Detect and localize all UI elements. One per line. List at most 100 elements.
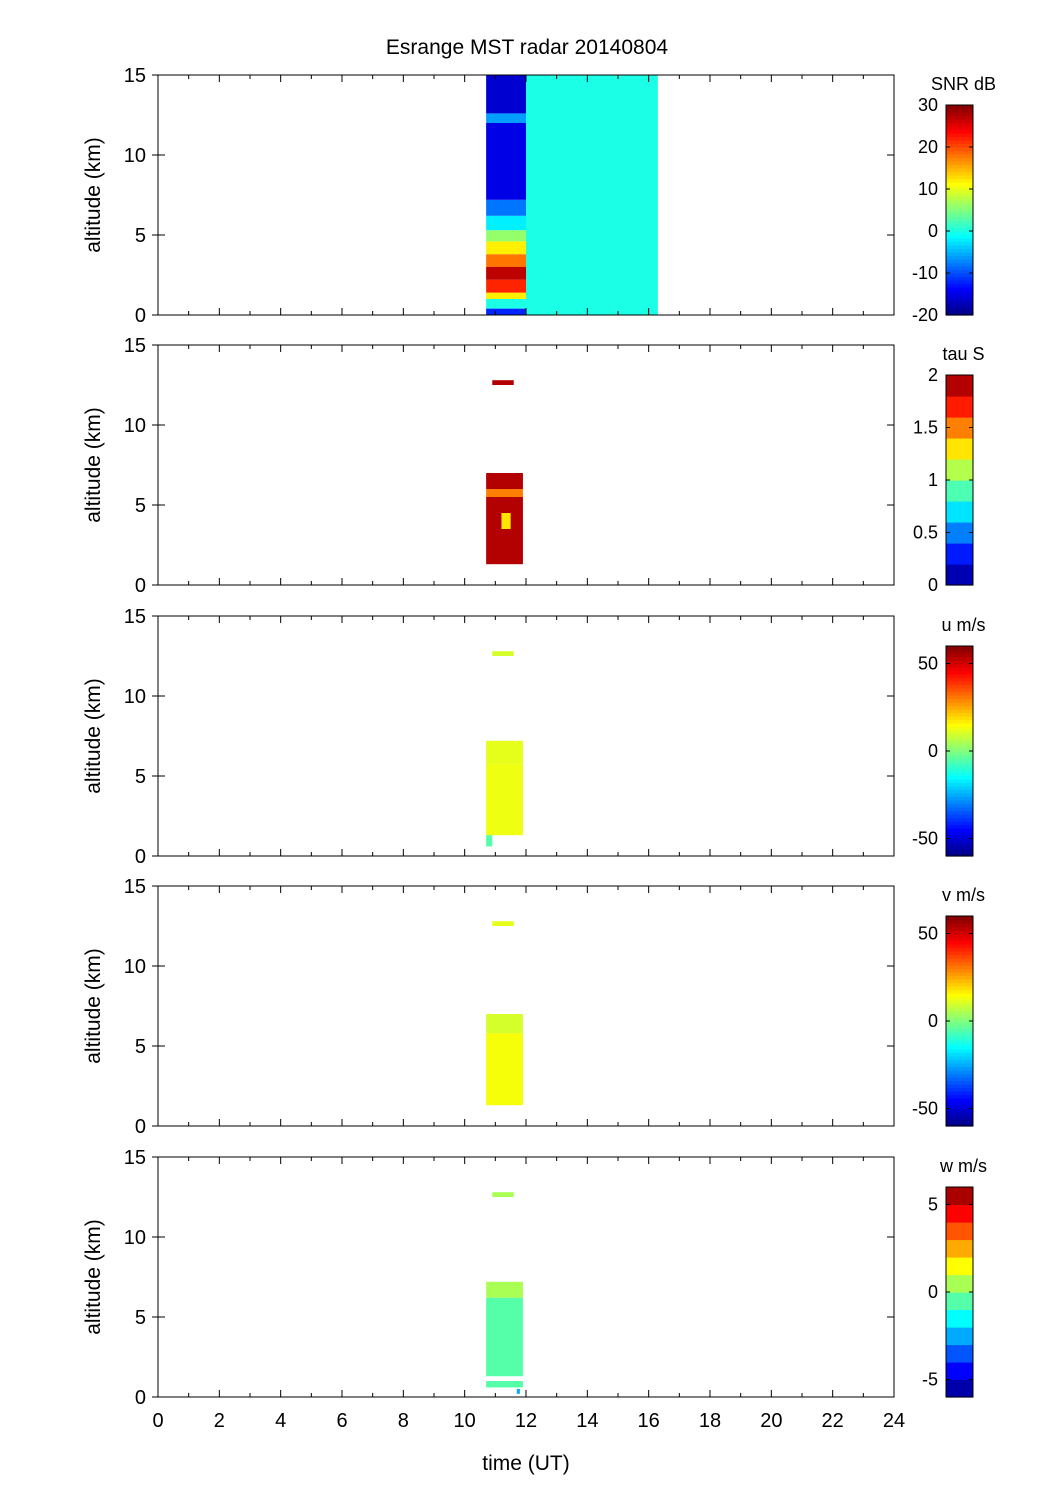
colorbar-segment [946,375,973,397]
x-tick-label: 16 [638,1410,660,1432]
colorbar-tick-label: -10 [912,263,938,283]
heatmap-cell [486,1381,523,1388]
y-tick-label: 0 [135,575,146,597]
heatmap-cell [486,835,493,847]
colorbar-tick-label: -50 [912,829,938,849]
heatmap-cell [526,75,658,315]
colorbar-segment [946,646,973,651]
colorbar-segment [946,262,973,267]
colorbar-segment [946,852,973,857]
colorbar-segment [946,1257,973,1276]
colorbar-segment [946,1024,973,1029]
colorbar-segment [946,726,973,731]
colorbar-segment [946,1021,973,1026]
colorbar-segment [946,168,973,173]
colorbar-segment [946,185,973,190]
colorbar-segment [946,154,973,159]
colorbar-segment [946,1112,973,1117]
y-tick-label: 10 [124,956,146,978]
colorbar-tick-label: 30 [918,95,938,115]
colorbar-segment [946,961,973,966]
colorbar-segment [946,975,973,980]
axes-frame [157,344,895,586]
colorbar-segment [946,828,973,833]
colorbar-segment [946,1056,973,1061]
y-tick-label: 15 [124,65,146,87]
colorbar-segment [946,1105,973,1110]
colorbar-segment [946,817,973,822]
colorbar-label: v m/s [942,885,985,905]
colorbar-segment [946,758,973,763]
colorbar-segment [946,396,973,418]
colorbar-segment [946,947,973,952]
heatmap-cell [486,1033,523,1106]
colorbar-segment [946,287,973,292]
colorbar-tick-label: 5 [928,1195,938,1215]
colorbar-segment [946,234,973,239]
colorbar-segment [946,768,973,773]
x-tick-label: 14 [576,1410,598,1432]
colorbar-segment [946,1077,973,1082]
colorbar-segment [946,196,973,201]
x-tick-label: 24 [883,1410,905,1432]
panel-u: 0 5 10 15 altitude (km) -50 0 50u m/s [82,606,986,868]
colorbar-segment [946,269,973,274]
colorbar-segment [946,821,973,826]
colorbar-segment [946,674,973,679]
colorbar-segment [946,835,973,840]
colorbar-segment [946,1063,973,1068]
y-tick-label: 5 [135,495,146,517]
heatmap-cell [486,199,526,216]
colorbar-segment [946,923,973,928]
colorbar-segment [946,789,973,794]
colorbar-tick-label: 50 [918,654,938,674]
colorbar-segment [946,1362,973,1381]
y-tick-label: 5 [135,766,146,788]
colorbar-segment [946,1239,973,1258]
colorbar-segment [946,709,973,714]
colorbar-segment [946,189,973,194]
heatmap-cell [486,292,526,299]
y-axis-label: altitude (km) [82,137,105,253]
colorbar-segment [946,283,973,288]
colorbar-segment [946,206,973,211]
heatmap-cell [486,497,523,565]
colorbar-segment [946,684,973,689]
colorbar-segment [946,723,973,728]
colorbar-segment [946,1038,973,1043]
x-tick-label: 22 [822,1410,844,1432]
colorbar-segment [946,297,973,302]
heatmap-cell [486,279,526,293]
colorbar-segment [946,1080,973,1085]
colorbar-tick-label: -20 [912,305,938,325]
y-tick-label: 5 [135,225,146,247]
y-axis-label: altitude (km) [82,407,105,523]
colorbar-segment [946,224,973,229]
heatmap-cell [486,299,526,309]
y-tick-label: 0 [135,1387,146,1409]
colorbar-segment [946,786,973,791]
colorbar-segment [946,1084,973,1089]
colorbar-segment [946,1204,973,1223]
colorbar-segment [946,1000,973,1005]
colorbar-segment [946,501,973,523]
heatmap-cell [492,921,514,926]
colorbar-segment [946,192,973,197]
colorbar-tick-label: -50 [912,1099,938,1119]
colorbar-segment [946,164,973,169]
colorbar-segment [946,796,973,801]
y-tick-label: 10 [124,415,146,437]
colorbar-segment [946,716,973,721]
colorbar-segment [946,670,973,675]
colorbar-tick-label: 0 [928,1282,938,1302]
colorbar-segment [946,814,973,819]
colorbar-segment [946,1119,973,1124]
heatmap-cell [486,740,523,764]
colorbar-segment [946,838,973,843]
colorbar-segment [946,660,973,665]
colorbar-segment [946,1344,973,1363]
colorbar-tick-label: 2 [928,365,938,385]
colorbar-segment [946,210,973,215]
colorbar-segment [946,119,973,124]
